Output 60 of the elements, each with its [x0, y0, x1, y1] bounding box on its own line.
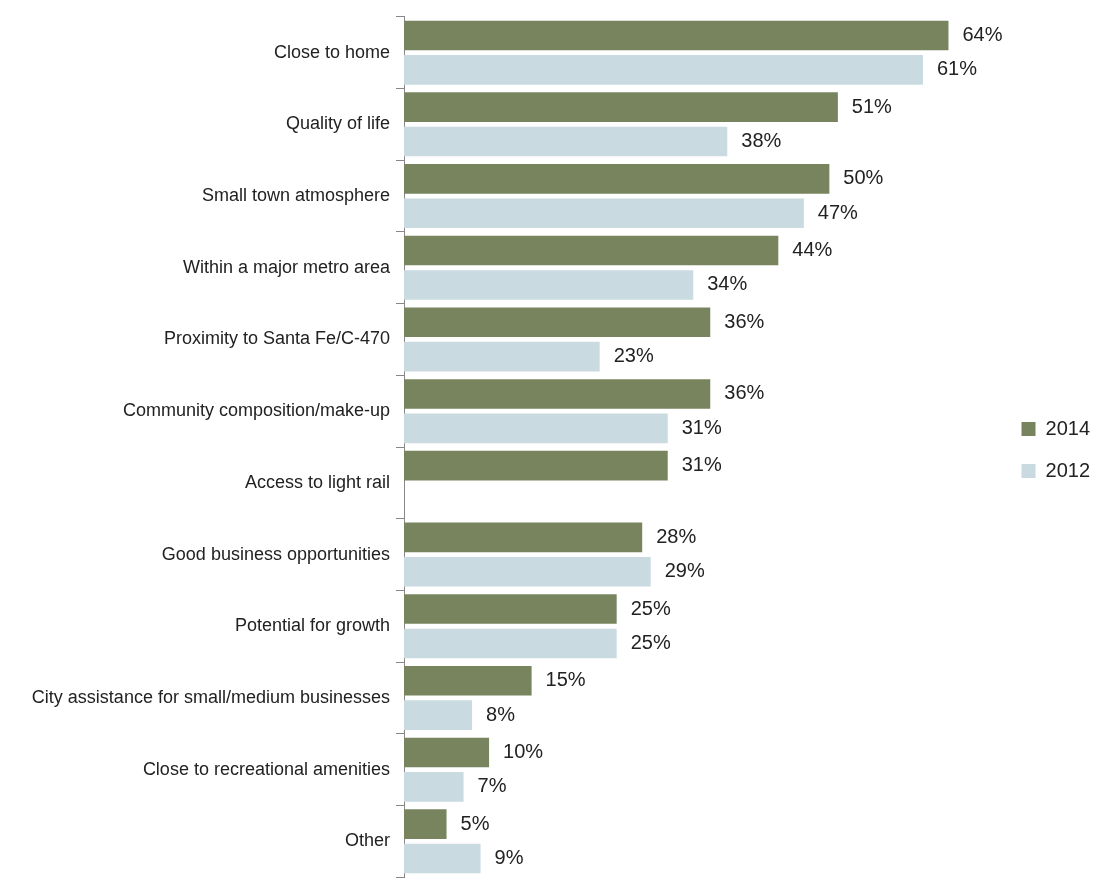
y-tick-label: Community composition/make-up: [122, 400, 390, 421]
bar: [404, 126, 728, 157]
bar: [404, 450, 668, 481]
data-label: 7%: [477, 774, 507, 797]
data-label: 15%: [545, 668, 586, 691]
y-tick-label: Within a major metro area: [182, 256, 391, 277]
bar: [404, 594, 617, 624]
bar: [404, 235, 779, 266]
y-tick-label: Proximity to Santa Fe/C-470: [163, 328, 390, 349]
y-tick-label: Good business opportunities: [161, 543, 390, 564]
bar: [404, 522, 643, 553]
data-label: 64%: [962, 22, 1003, 45]
data-label: 9%: [494, 846, 524, 869]
data-label: 25%: [630, 630, 671, 653]
y-tick-label: Close to home: [273, 41, 390, 62]
bar: [404, 556, 651, 587]
bar: [404, 270, 694, 300]
bar: [404, 20, 949, 51]
data-label: 61%: [936, 57, 978, 80]
bar: [404, 379, 711, 409]
data-label: 31%: [681, 415, 722, 438]
data-label: 5%: [460, 811, 490, 834]
bar: [404, 628, 617, 659]
y-tick-label: Other: [344, 830, 390, 851]
y-tick-label: City assistance for small/medium businesses: [31, 686, 390, 707]
legend-label: 2012: [1045, 458, 1091, 481]
data-label: 50%: [843, 166, 884, 189]
bar: [404, 307, 711, 338]
data-label: 25%: [630, 596, 671, 619]
data-label: 29%: [664, 559, 705, 582]
data-label: 34%: [707, 272, 748, 295]
data-label: 47%: [817, 200, 859, 223]
bar: [404, 737, 490, 768]
bar: [404, 665, 532, 696]
bar: [404, 809, 447, 839]
bar: [404, 413, 668, 444]
y-tick-label: Access to light rail: [244, 471, 390, 492]
y-tick-label: Potential for growth: [234, 615, 390, 636]
data-label: 36%: [724, 381, 765, 404]
data-label: 8%: [486, 702, 516, 725]
data-label: 10%: [503, 739, 544, 762]
data-label: 31%: [681, 453, 722, 476]
bar: [404, 198, 804, 229]
data-label: 51%: [851, 94, 893, 117]
data-label: 28%: [656, 524, 697, 547]
bar: [404, 341, 600, 372]
bar: [404, 55, 923, 85]
y-tick-label: Small town atmosphere: [201, 185, 390, 206]
bar: [404, 164, 830, 194]
data-label: 44%: [792, 238, 833, 261]
data-label: 36%: [724, 309, 765, 332]
bar: [404, 843, 481, 874]
y-tick-label: Quality of life: [285, 113, 390, 134]
bar: [404, 92, 838, 122]
bar: [404, 772, 464, 802]
bar: [404, 700, 473, 730]
data-label: 38%: [741, 129, 782, 152]
legend-label: 2014: [1045, 416, 1091, 439]
y-tick-label: Close to recreational amenities: [142, 758, 390, 779]
data-label: 23%: [613, 344, 654, 367]
